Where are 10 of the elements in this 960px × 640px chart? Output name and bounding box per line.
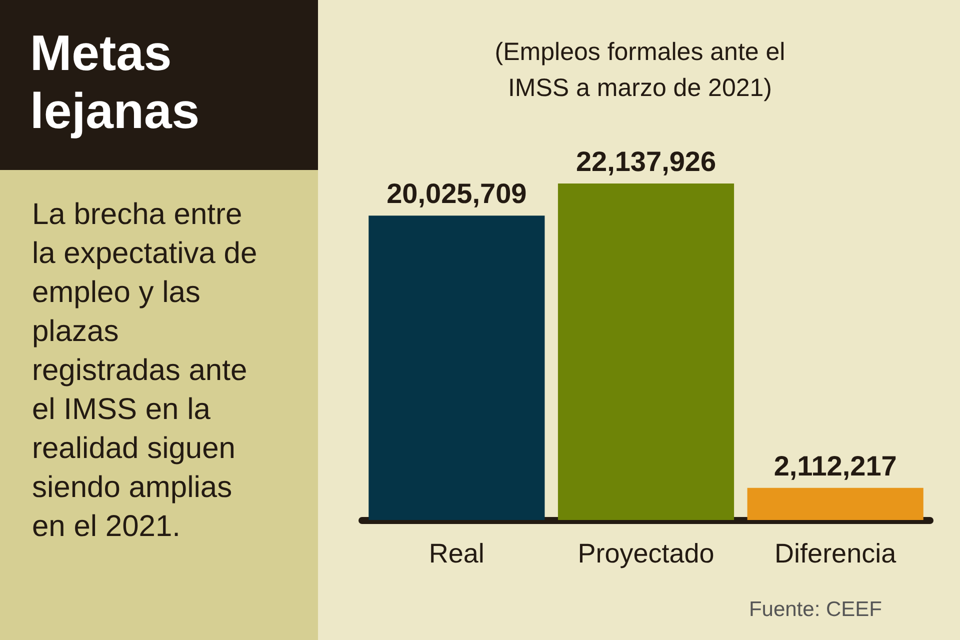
data-label: 22,137,926 [576,146,716,178]
data-label: 20,025,709 [386,178,527,210]
x-tick-label: Real [428,538,484,568]
x-tick-label: Diferencia [774,538,898,568]
chart-title: Metas lejanas [30,24,201,140]
x-tick-label: Proyectado [578,538,714,568]
text: (Empleos formales ante el IMSS a marzo de 2021) [494,37,786,104]
data-label: 2,112,217 [774,450,897,482]
text: La brecha entre la expectativa de empleo y las plazas registradas ante el IMSS en la realidad siguen siendo amplias en el 2021. [32,198,258,543]
source-note: Fuente: CEEF [748,598,882,622]
